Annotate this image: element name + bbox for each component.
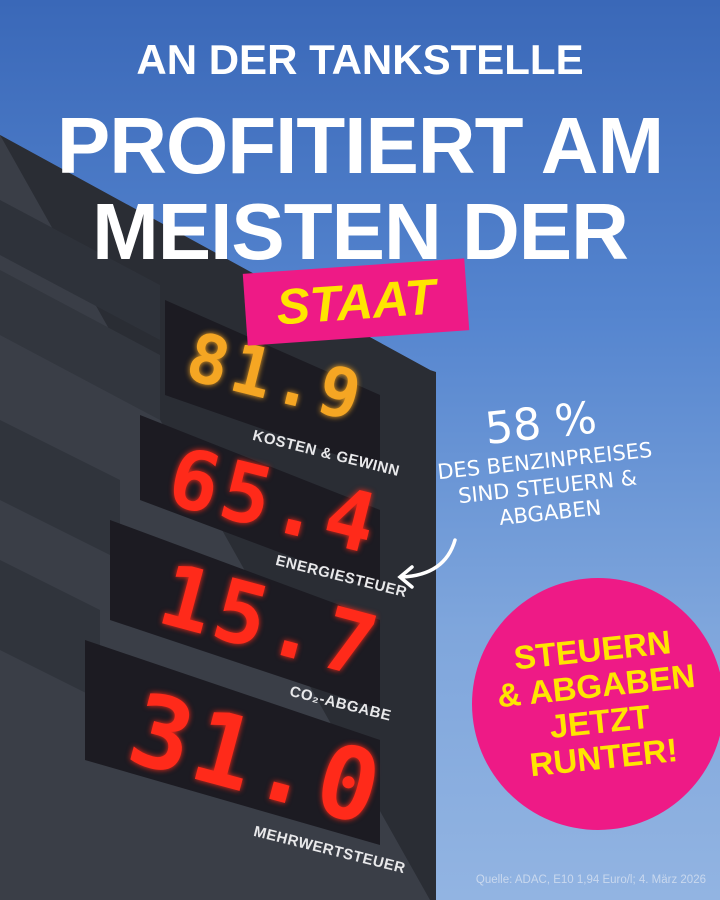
staat-text: STAAT bbox=[274, 268, 438, 336]
headline-line3: MEISTEN DER bbox=[92, 187, 629, 276]
headline-line2: PROFITIERT AM bbox=[56, 101, 664, 190]
curved-arrow-icon bbox=[397, 538, 457, 589]
source-note: Quelle: ADAC, E10 1,94 Euro/l; 4. März 2… bbox=[475, 874, 706, 886]
headline-line1: AN DER TANKSTELLE bbox=[136, 36, 584, 83]
